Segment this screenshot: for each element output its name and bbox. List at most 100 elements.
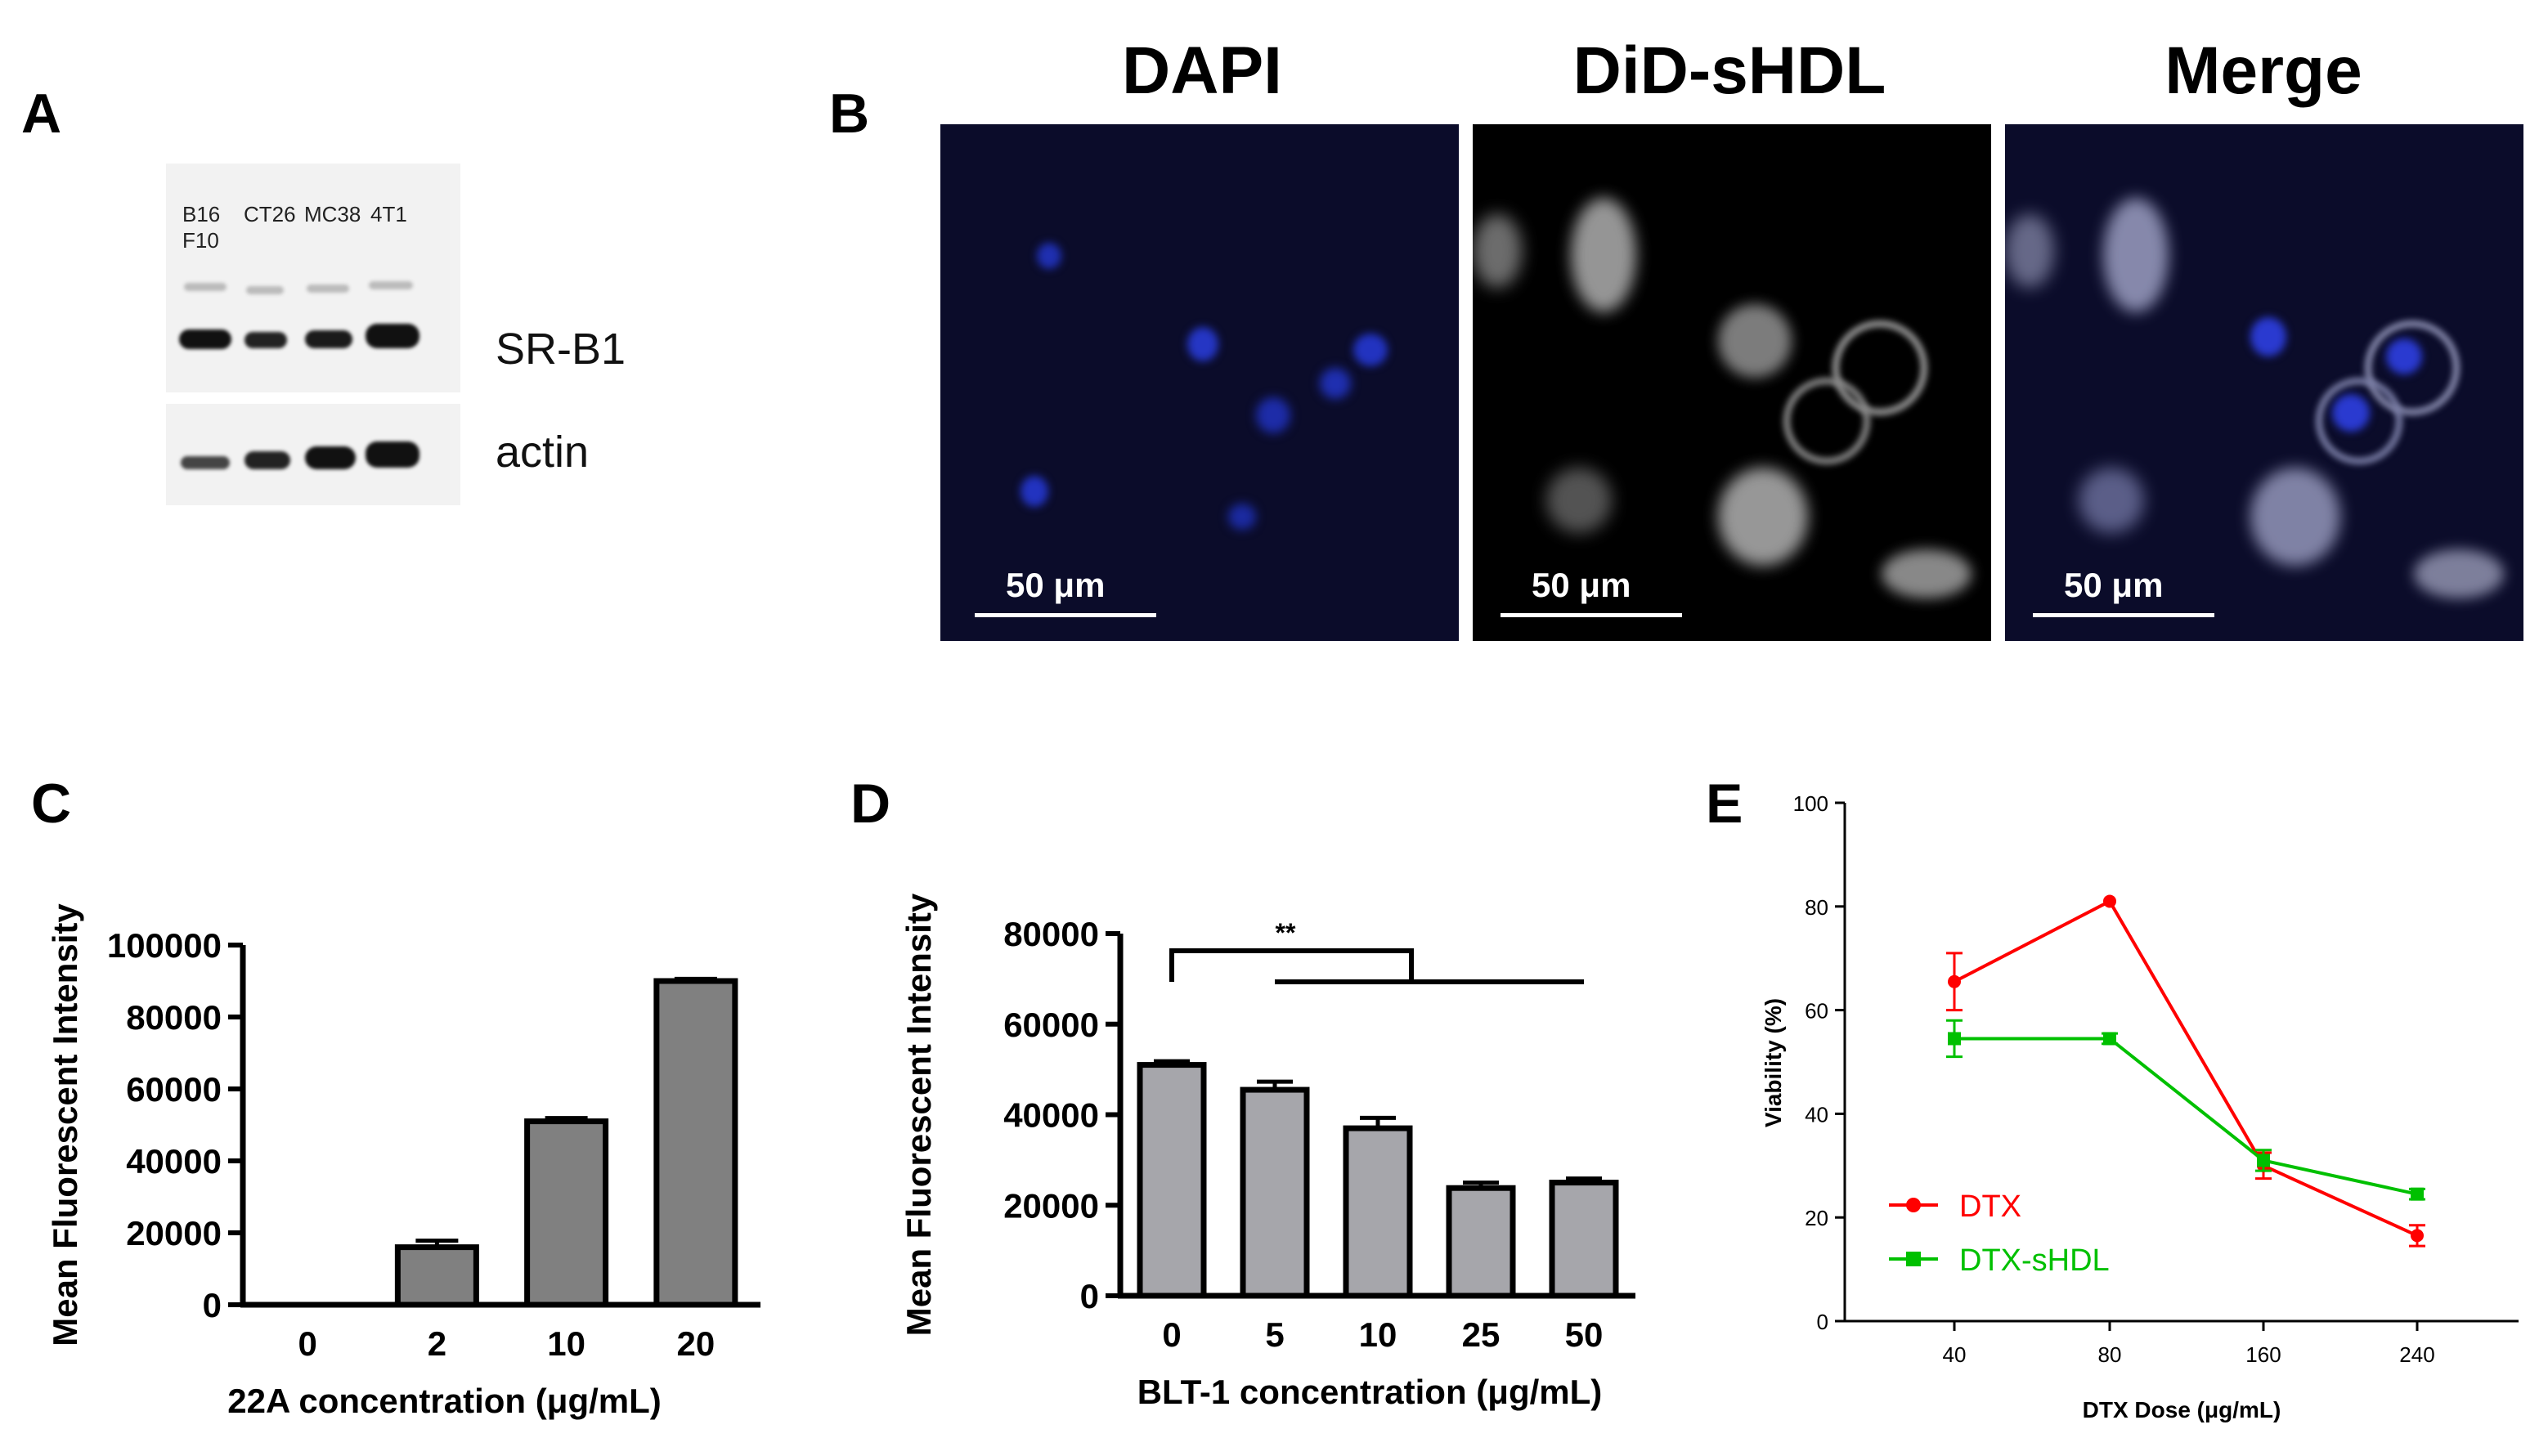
panel-label-d: D <box>850 773 891 835</box>
data-point <box>2411 1187 2424 1201</box>
scale-bar <box>2033 613 2214 617</box>
cell <box>1718 304 1792 378</box>
cell <box>1473 214 1522 288</box>
x-tick-label: 160 <box>2245 1342 2281 1367</box>
bar <box>1343 1125 1413 1299</box>
srb1-band <box>305 330 352 348</box>
y-tick-label: 100 <box>1793 791 1828 816</box>
actin-band <box>366 441 419 468</box>
x-tick-label: 20 <box>677 1324 716 1363</box>
data-point <box>2411 1229 2424 1243</box>
blot-strip-srb1 <box>166 164 460 392</box>
x-tick-label: 10 <box>1359 1315 1397 1354</box>
micrograph-merge: 50 μm <box>2005 124 2523 641</box>
panel-label-e: E <box>1706 773 1743 835</box>
legend-label: DTX <box>1959 1189 2021 1224</box>
y-tick-label: 60000 <box>126 1070 222 1109</box>
x-tick-label: 5 <box>1265 1315 1284 1354</box>
bar <box>394 1244 479 1308</box>
x-tick-label: 2 <box>428 1324 446 1363</box>
y-tick-label: 40 <box>1805 1102 1828 1127</box>
actin-band <box>244 451 290 469</box>
y-tick-label: 100000 <box>107 926 222 965</box>
actin-band <box>305 446 356 469</box>
nucleus <box>2386 338 2422 374</box>
blot-label-actin: actin <box>496 428 590 477</box>
nucleus <box>1256 397 1290 433</box>
nucleus <box>1187 327 1218 361</box>
y-axis-label: Mean Fluorescent Intensity <box>899 893 938 1336</box>
data-point <box>2103 1032 2116 1046</box>
y-axis-label: Viability (%) <box>1761 998 1786 1127</box>
y-tick-label: 80000 <box>126 998 222 1037</box>
lane-label: CT26 <box>244 202 296 226</box>
y-tick-label: 0 <box>203 1286 222 1324</box>
scale-bar-label: 50 μm <box>2064 566 2164 604</box>
cell <box>2316 378 2402 464</box>
srb1-band <box>244 332 287 348</box>
data-point <box>1948 974 1961 988</box>
nucleus <box>1320 368 1351 399</box>
x-axis-label: BLT-1 concentration (μg/mL) <box>1137 1373 1603 1411</box>
data-point <box>2257 1154 2270 1167</box>
series-line <box>1954 898 2418 1238</box>
nucleus <box>2332 394 2370 432</box>
x-axis-label: 22A concentration (μg/mL) <box>227 1382 662 1420</box>
y-tick-label: 20 <box>1805 1206 1828 1230</box>
x-tick-label: 25 <box>1462 1315 1501 1354</box>
nucleus <box>1228 504 1256 530</box>
western-blot: B16 F10 CT26 MC38 4T1 <box>166 164 460 505</box>
y-axis-label: Mean Fluorescent Intensity <box>46 903 84 1346</box>
legend-label: DTX-sHDL <box>1959 1243 2110 1278</box>
bar <box>524 1118 609 1308</box>
cell <box>1832 320 1927 415</box>
lane-label: 4T1 <box>370 202 407 226</box>
bar <box>653 978 738 1308</box>
bar <box>1446 1185 1516 1299</box>
x-axis-label: DTX Dose (μg/mL) <box>2083 1397 2281 1422</box>
lane-label-line1: B16 <box>182 202 221 226</box>
y-tick-label: 60 <box>1805 999 1828 1024</box>
bar <box>1549 1180 1619 1299</box>
x-tick-label: 80 <box>2098 1342 2122 1367</box>
lane-label-line2: F10 <box>182 228 219 253</box>
significance-label: ** <box>1276 918 1296 948</box>
data-point <box>2103 894 2116 908</box>
column-title-dapi: DAPI <box>1122 34 1282 108</box>
cell <box>2414 549 2504 598</box>
faint-band <box>246 286 284 294</box>
y-tick-label: 20000 <box>126 1214 222 1252</box>
micrograph-did-shdl: 50 μm <box>1473 124 1991 641</box>
nucleus <box>1037 243 1061 269</box>
x-tick-label: 0 <box>298 1324 316 1363</box>
panel-label-b: B <box>829 83 870 145</box>
y-tick-label: 80 <box>1805 895 1828 920</box>
bar-chart-c: 0 20000 40000 60000 80000 100000 0 2 10 20 22A con… <box>46 903 760 1420</box>
line-chart-e: 0 20 40 60 80 100 40 80 160 240 DTX Dose (μg/mL) Vi… <box>1761 791 2519 1422</box>
bar <box>1240 1086 1310 1299</box>
faint-band <box>307 284 349 293</box>
lane-label: B16 F10 <box>182 201 220 253</box>
blot-label-srb1: SR-B1 <box>496 325 626 374</box>
y-tick-label: 0 <box>1080 1277 1099 1315</box>
micrograph-dapi: 50 μm <box>940 124 1459 641</box>
cell <box>2250 468 2340 566</box>
cell <box>1571 198 1636 312</box>
x-tick-label: 240 <box>2399 1342 2434 1367</box>
cell <box>1882 549 1972 598</box>
cell <box>2005 214 2054 288</box>
column-title-merge: Merge <box>2164 34 2362 108</box>
scale-bar <box>1501 613 1682 617</box>
cell <box>1718 468 1808 566</box>
legend-marker <box>1906 1252 1921 1266</box>
panel-label-a: A <box>21 83 62 145</box>
bar <box>1137 1062 1207 1299</box>
bar-chart-d: 0 20000 40000 60000 80000 0 5 10 25 50 BLT-1 conce… <box>899 893 1635 1411</box>
series-line <box>1954 1037 2418 1196</box>
cell <box>2365 320 2460 415</box>
legend-marker <box>1906 1198 1921 1212</box>
faint-band <box>184 283 227 291</box>
y-tick-label: 80000 <box>1003 915 1099 953</box>
scale-bar <box>975 613 1156 617</box>
srb1-band <box>179 329 231 349</box>
